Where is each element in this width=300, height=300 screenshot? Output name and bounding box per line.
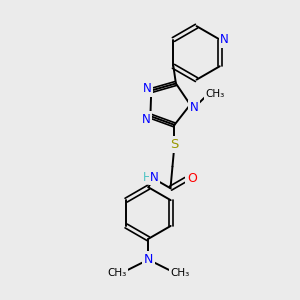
Text: N: N — [150, 171, 159, 184]
Text: O: O — [187, 172, 197, 185]
Text: N: N — [142, 112, 151, 126]
Text: H: H — [143, 171, 152, 184]
Text: S: S — [170, 138, 178, 151]
Text: N: N — [143, 82, 152, 95]
Text: CH₃: CH₃ — [107, 268, 126, 278]
Text: N: N — [190, 101, 199, 114]
Text: N: N — [220, 33, 229, 46]
Text: CH₃: CH₃ — [170, 268, 190, 278]
Text: N: N — [144, 253, 153, 266]
Text: CH₃: CH₃ — [206, 89, 225, 99]
